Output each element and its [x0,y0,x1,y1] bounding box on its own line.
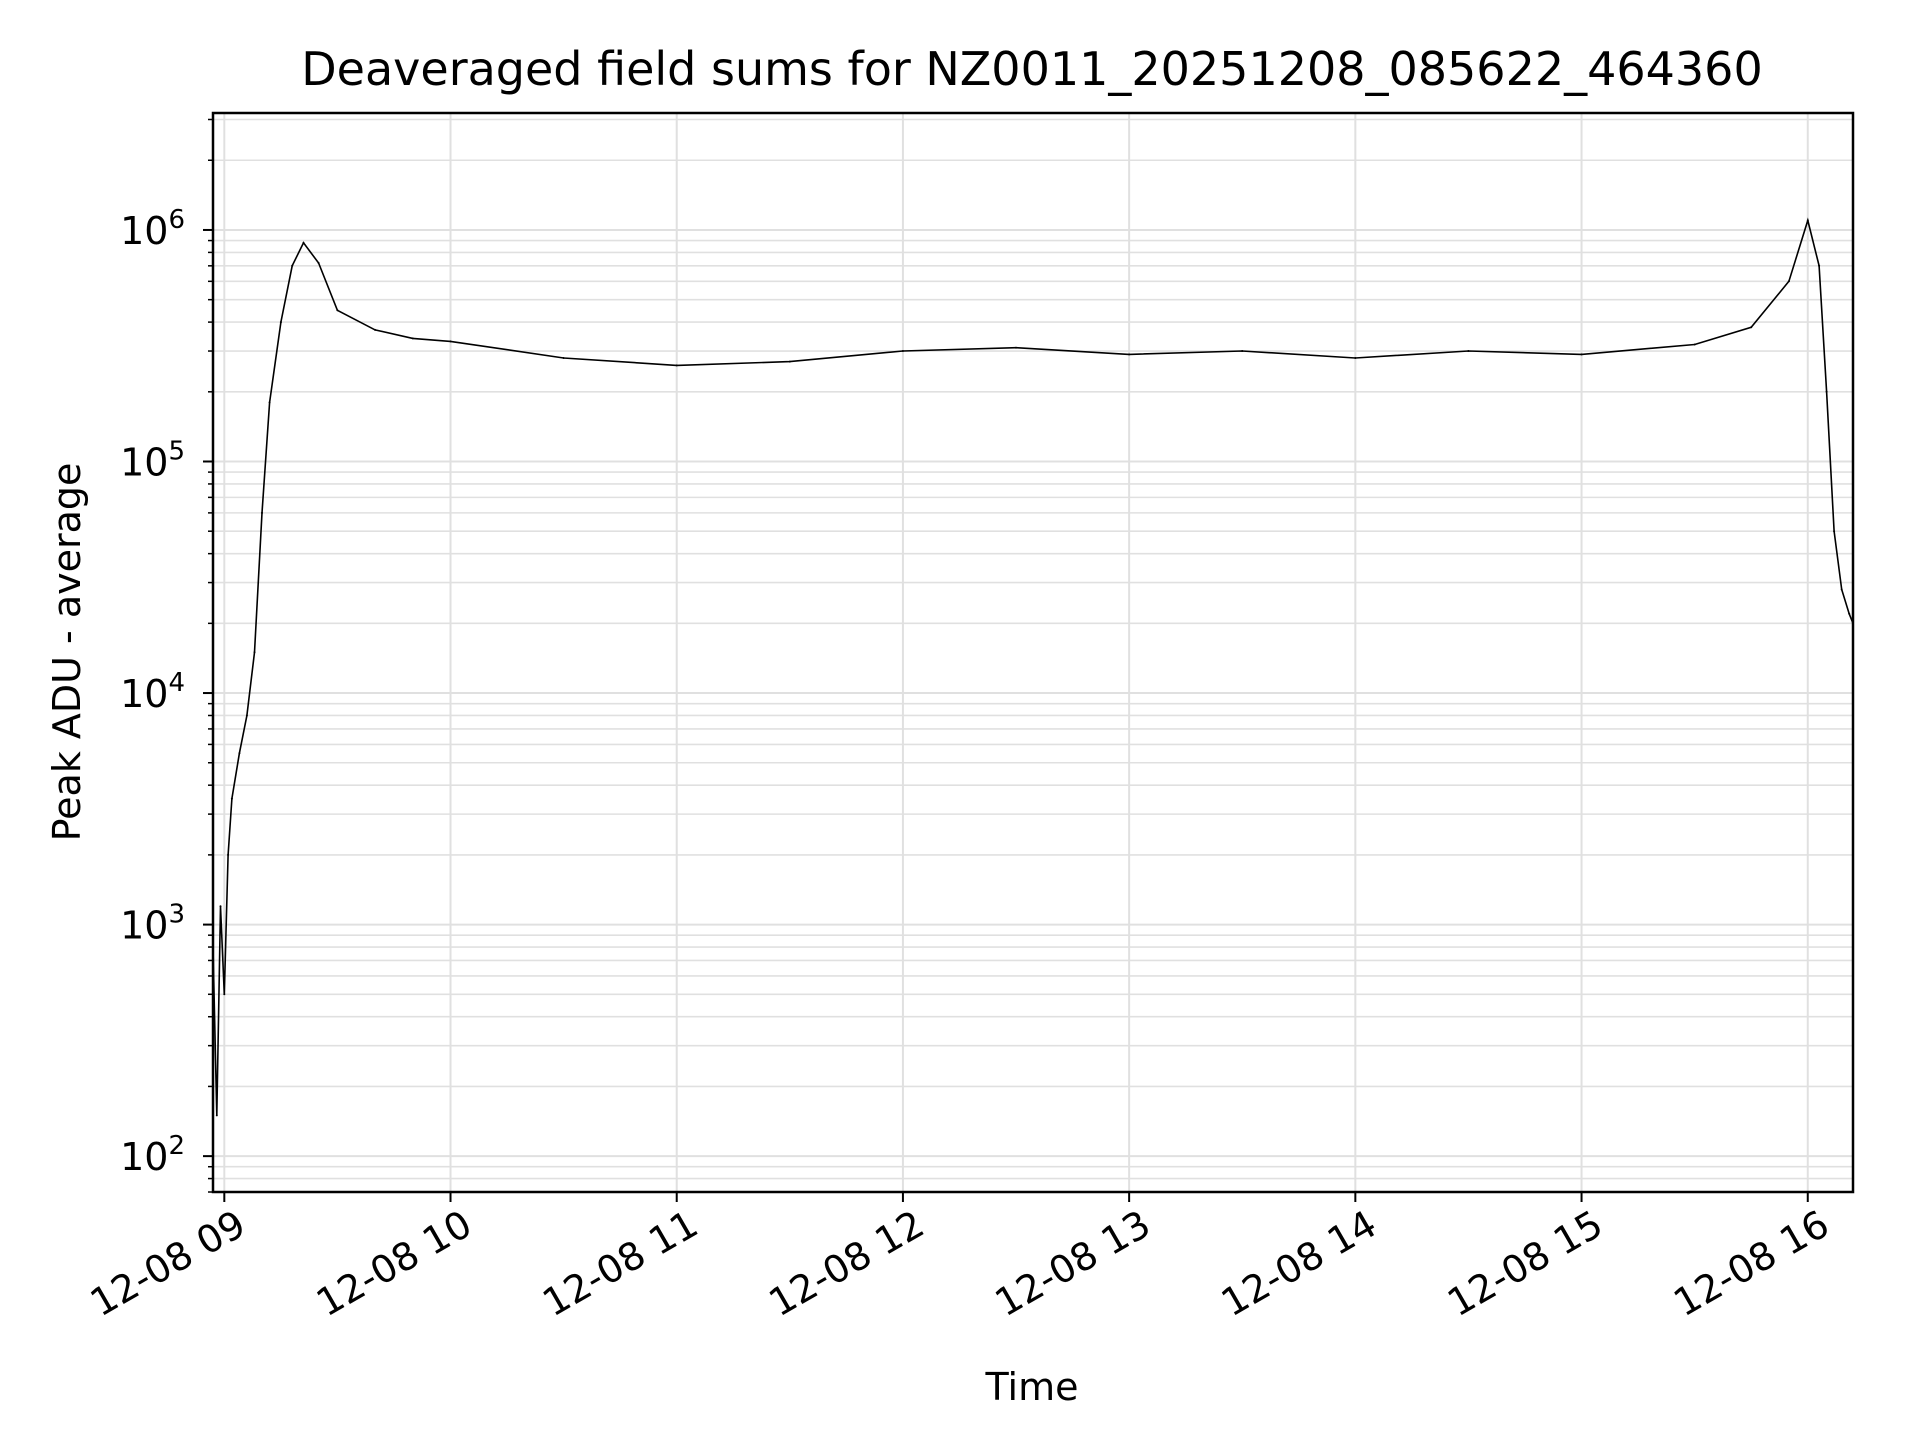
data-point [449,340,452,343]
data-point [336,309,339,312]
y-tick-exponent: 6 [168,205,185,235]
data-point [317,262,320,264]
data-point [1818,264,1821,267]
data-point [1015,346,1017,349]
data-point [1128,353,1131,356]
data-point [291,264,294,267]
chart-title: Deaveraged field sums for NZ0011_2025120… [301,42,1762,96]
data-point [374,328,377,331]
data-point [238,752,241,755]
data-point [562,357,565,359]
data-point [1354,357,1357,359]
x-tick-label: 12-08 09 [83,1202,253,1326]
plot-frame [211,111,1855,1194]
data-point [1825,390,1828,393]
data-point [1580,353,1583,356]
y-tick-exponent: 4 [168,668,185,698]
x-axis: 12-08 09 12-08 10 12-08 11 12-08 12 12-08 13… [83,1192,1836,1325]
data-point [215,1114,218,1117]
data-point [227,853,230,856]
data-point [230,797,233,800]
data-point [1467,350,1470,352]
y-tick-label: 105 [120,437,185,485]
data-point [1787,280,1790,283]
data-point [279,321,282,324]
x-tick-label: 12-08 10 [309,1202,479,1326]
series-line [212,217,1854,1116]
y-tick-label: 103 [120,900,185,948]
data-point [1833,530,1836,533]
data-point [901,350,904,352]
x-tick-label: 12-08 16 [1666,1202,1836,1326]
data-point [261,511,263,514]
grid [213,113,1853,1193]
data-point [245,714,248,717]
y-tick-base: 10 [120,441,168,485]
y-tick-base: 10 [120,209,168,253]
data-point [219,905,222,908]
x-tick-label: 12-08 15 [1440,1202,1610,1326]
data-point [1848,612,1851,615]
data-point [788,360,791,363]
y-tick-exponent: 5 [168,437,185,467]
x-tick-label: 12-08 13 [988,1202,1158,1326]
x-tick-label: 12-08 11 [535,1202,705,1326]
data-point [1693,343,1696,346]
data-point [302,241,305,244]
x-tick-label: 12-08 14 [1214,1202,1384,1326]
y-axis-label: Peak ADU - average [45,463,89,842]
data-point [675,364,678,367]
series-layer [212,217,1854,1117]
x-tick-label: 12-08 12 [761,1202,931,1326]
x-axis-label: Time [985,1365,1079,1409]
y-tick-base: 10 [120,672,168,716]
data-point [253,651,256,654]
data-point [1840,588,1843,591]
data-point [1806,219,1809,222]
y-tick-label: 106 [120,205,185,253]
y-tick-label: 104 [120,668,185,716]
y-tick-label: 102 [120,1131,185,1179]
data-point [268,401,271,404]
data-point [411,337,414,340]
data-point [1241,350,1244,352]
y-tick-base: 10 [120,1135,168,1179]
data-point [1750,326,1753,329]
data-point [223,993,226,996]
y-tick-exponent: 2 [168,1131,185,1161]
y-tick-base: 10 [120,904,168,948]
y-tick-exponent: 3 [168,900,185,930]
